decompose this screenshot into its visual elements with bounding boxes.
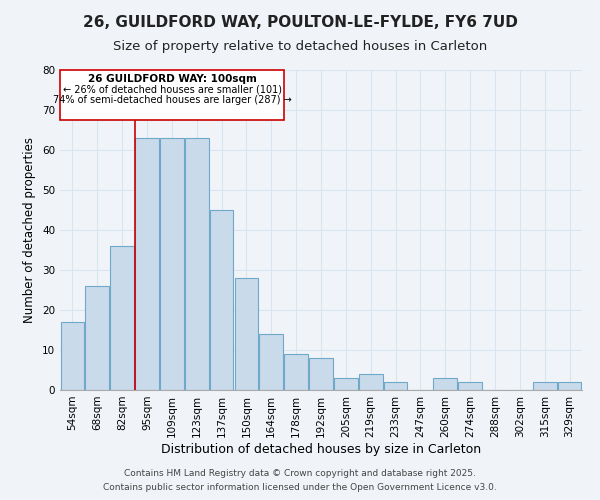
Bar <box>309 358 333 390</box>
Bar <box>160 138 184 390</box>
Bar <box>210 210 233 390</box>
X-axis label: Distribution of detached houses by size in Carleton: Distribution of detached houses by size … <box>161 442 481 456</box>
Text: Size of property relative to detached houses in Carleton: Size of property relative to detached ho… <box>113 40 487 53</box>
Text: 26, GUILDFORD WAY, POULTON-LE-FYLDE, FY6 7UD: 26, GUILDFORD WAY, POULTON-LE-FYLDE, FY6… <box>83 15 517 30</box>
Bar <box>259 334 283 390</box>
Bar <box>433 378 457 390</box>
FancyBboxPatch shape <box>61 70 284 120</box>
Text: Contains HM Land Registry data © Crown copyright and database right 2025.: Contains HM Land Registry data © Crown c… <box>124 468 476 477</box>
Text: 74% of semi-detached houses are larger (287) →: 74% of semi-detached houses are larger (… <box>53 95 292 105</box>
Bar <box>110 246 134 390</box>
Bar <box>458 382 482 390</box>
Bar <box>185 138 209 390</box>
Bar <box>558 382 581 390</box>
Text: ← 26% of detached houses are smaller (101): ← 26% of detached houses are smaller (10… <box>62 84 281 94</box>
Y-axis label: Number of detached properties: Number of detached properties <box>23 137 37 323</box>
Bar <box>284 354 308 390</box>
Bar <box>334 378 358 390</box>
Bar <box>85 286 109 390</box>
Bar <box>135 138 159 390</box>
Bar <box>533 382 557 390</box>
Text: 26 GUILDFORD WAY: 100sqm: 26 GUILDFORD WAY: 100sqm <box>88 74 257 84</box>
Bar <box>359 374 383 390</box>
Text: Contains public sector information licensed under the Open Government Licence v3: Contains public sector information licen… <box>103 484 497 492</box>
Bar <box>235 278 258 390</box>
Bar <box>61 322 84 390</box>
Bar <box>384 382 407 390</box>
